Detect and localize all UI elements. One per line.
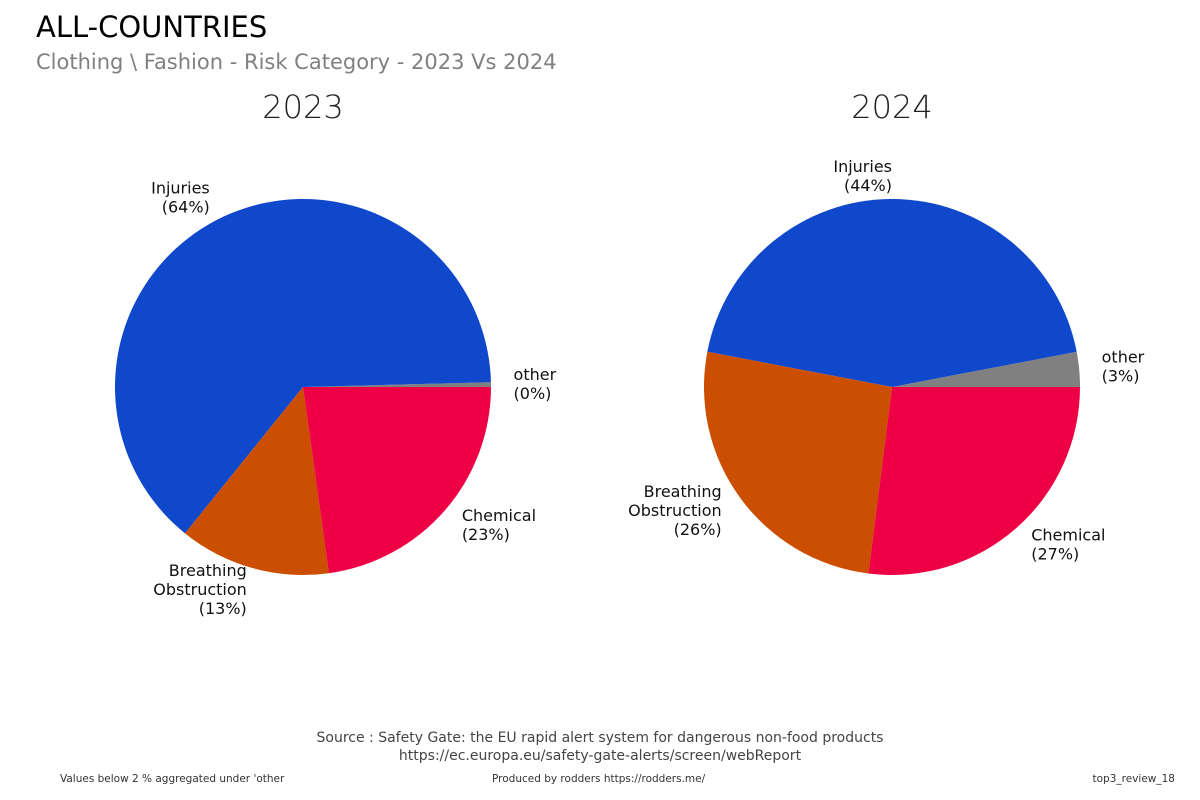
page-subtitle: Clothing \ Fashion - Risk Category - 202…: [36, 50, 557, 74]
slice-label: Injuries (64%): [151, 179, 210, 217]
slice-percent: (27%): [1031, 544, 1079, 563]
pie-2024: 2024 other (3%) Injuries (44%) Breathing Obstr…: [628, 88, 1145, 575]
slice-name: Injuries: [151, 179, 210, 198]
pie-slice-injuries: [707, 198, 1077, 387]
slice-label: Chemical (23%): [462, 506, 536, 544]
slice-name: Injuries: [833, 157, 892, 176]
chart-id: top3_review_18: [1092, 773, 1175, 785]
pie-2023: 2023 other (0%) Injuries (64%) Breathing Obstr…: [114, 88, 557, 618]
slice-percent: (23%): [462, 525, 510, 544]
aggregation-note: Values below 2 % aggregated under 'other: [60, 773, 285, 785]
slice-name: other: [514, 365, 557, 384]
slice-name: Breathing: [169, 561, 247, 580]
pie-slice-chemical: [303, 387, 491, 574]
pie-slice-other: [892, 351, 1080, 387]
pie-slice-injuries: [114, 198, 491, 534]
pie-title: 2024: [851, 88, 932, 126]
source-note: Source : Safety Gate: the EU rapid alert…: [0, 729, 1200, 765]
slice-name: Breathing: [644, 482, 722, 501]
slice-percent: (26%): [674, 520, 722, 539]
slice-label: Breathing Obstruction (13%): [153, 561, 247, 618]
produced-by: Produced by rodders https://rodders.me/: [492, 773, 706, 785]
pie-title: 2023: [262, 88, 343, 126]
slice-name: Obstruction: [628, 501, 722, 520]
slice-percent: (64%): [162, 198, 210, 217]
slice-name: other: [1102, 348, 1145, 367]
slice-percent: (3%): [1102, 367, 1140, 386]
slice-name: Obstruction: [153, 580, 247, 599]
slice-label: Injuries (44%): [833, 157, 892, 195]
page-title: ALL-COUNTRIES: [36, 10, 268, 44]
pie-slice-breathing-obstruction: [184, 387, 329, 575]
source-url: https://ec.europa.eu/safety-gate-alerts/…: [398, 748, 802, 764]
slice-name: Chemical: [462, 506, 536, 525]
pie-slice-breathing-obstruction: [704, 351, 892, 574]
pie-slice-other: [303, 382, 491, 387]
slice-label: other (0%): [514, 365, 557, 403]
slice-percent: (0%): [514, 384, 552, 403]
slice-label: Chemical (27%): [1031, 525, 1105, 563]
slice-percent: (44%): [844, 176, 892, 195]
source-line-1: Source : Safety Gate: the EU rapid alert…: [316, 730, 884, 746]
slice-percent: (13%): [199, 599, 247, 618]
pie-slice-chemical: [868, 387, 1080, 575]
slice-label: other (3%): [1102, 348, 1145, 386]
slice-label: Breathing Obstruction (26%): [628, 482, 722, 539]
slice-name: Chemical: [1031, 525, 1105, 544]
